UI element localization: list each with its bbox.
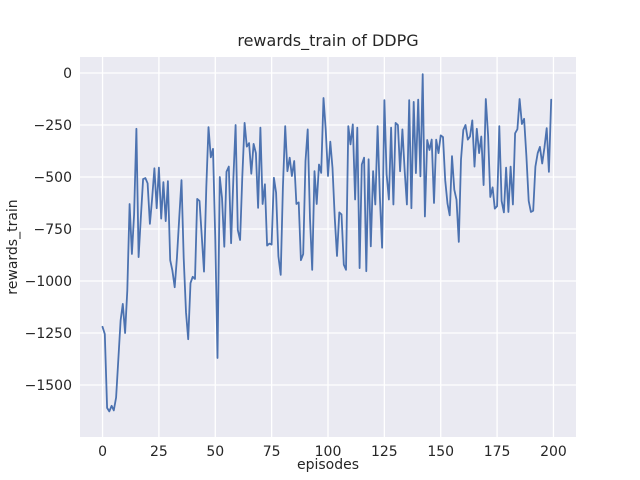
y-tick-labels: 0 −250 −500 −750 −1000 −1250 −1500 — [25, 66, 72, 394]
x-tick-label: 150 — [427, 444, 454, 460]
y-tick-label: −500 — [34, 170, 72, 186]
y-tick-label: 0 — [63, 66, 72, 82]
x-tick-label: 100 — [315, 444, 342, 460]
y-tick-label: −1000 — [25, 274, 72, 290]
y-tick-label: −1500 — [25, 378, 72, 394]
x-tick-labels: 0 25 50 75 100 125 150 175 200 — [98, 444, 567, 460]
y-tick-label: −250 — [34, 118, 72, 134]
y-tick-label: −750 — [34, 222, 72, 238]
x-tick-label: 75 — [263, 444, 281, 460]
x-tick-label: 125 — [371, 444, 398, 460]
reward-line — [101, 73, 553, 413]
x-tick-label: 50 — [206, 444, 224, 460]
gridlines — [80, 57, 576, 437]
y-axis-label: rewards_train — [5, 199, 21, 294]
x-tick-label: 25 — [150, 444, 168, 460]
x-axis-label: episodes — [297, 457, 359, 473]
x-tick-label: 175 — [484, 444, 511, 460]
chart-title: rewards_train of DDPG — [237, 31, 418, 51]
x-tick-label: 0 — [98, 444, 107, 460]
x-tick-label: 200 — [540, 444, 567, 460]
y-tick-label: −1250 — [25, 326, 72, 342]
